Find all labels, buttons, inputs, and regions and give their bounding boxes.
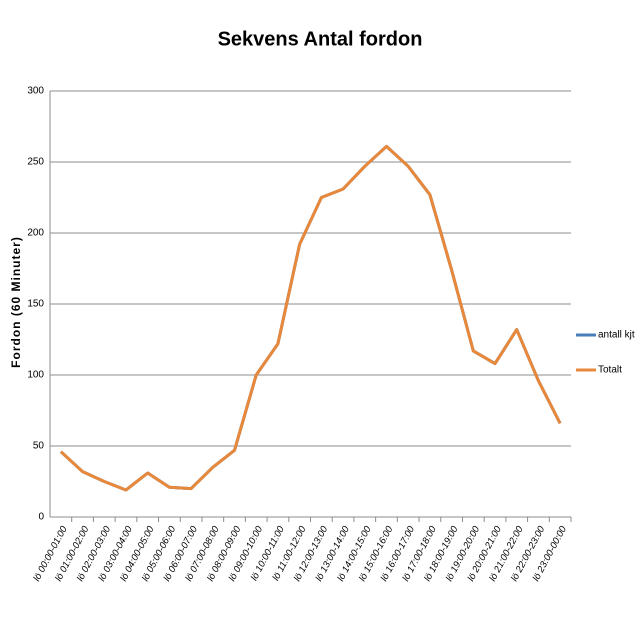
y-tick-label: 0	[38, 512, 44, 523]
y-axis-label: Fordon (60 Minuter)	[9, 236, 23, 368]
y-tick-label: 300	[27, 86, 44, 97]
chart-title: Sekvens Antal fordon	[218, 28, 423, 50]
y-tick-label: 100	[27, 370, 44, 381]
y-tick-label: 150	[27, 299, 44, 310]
y-tick-label: 200	[27, 228, 44, 239]
y-tick-label: 250	[27, 157, 44, 168]
legend-label: Totalt	[598, 365, 622, 376]
series-line	[59, 144, 562, 492]
legend-label: antall kjt	[598, 330, 635, 341]
y-tick-label: 50	[33, 441, 45, 452]
series-line	[59, 144, 562, 492]
